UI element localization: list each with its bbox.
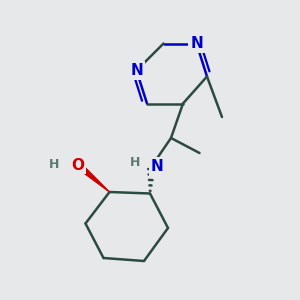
Text: N: N <box>151 159 163 174</box>
Text: O: O <box>71 158 85 172</box>
Text: H: H <box>130 156 140 170</box>
Polygon shape <box>74 161 110 192</box>
Text: N: N <box>130 63 143 78</box>
Text: H: H <box>49 158 59 172</box>
Text: N: N <box>190 36 203 51</box>
